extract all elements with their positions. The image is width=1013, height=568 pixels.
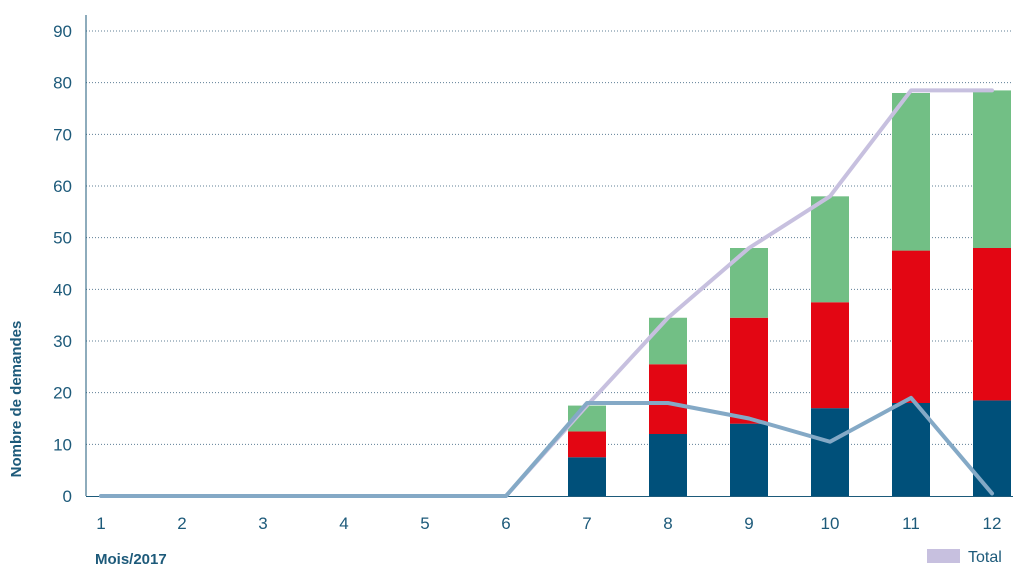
y-tick-label: 70: [53, 125, 72, 144]
x-tick-label: 2: [177, 514, 186, 533]
x-tick-label: 12: [983, 514, 1002, 533]
y-tick-label: 60: [53, 177, 72, 196]
bar-segment-3: [892, 93, 930, 251]
x-tick-label: 7: [582, 514, 591, 533]
bar-segment-1: [973, 400, 1011, 496]
legend-swatch-total: [927, 549, 960, 563]
y-tick-label: 10: [53, 435, 72, 454]
bar-segment-3: [973, 90, 1011, 249]
y-tick-label: 50: [53, 229, 72, 248]
bar-segment-2: [973, 248, 1011, 401]
x-tick-label: 1: [96, 514, 105, 533]
bar-segment-2: [649, 364, 687, 434]
x-tick-label: 6: [501, 514, 510, 533]
x-axis-ticks: 1 2 3 4 5 6 7 8 9 10 11 12: [96, 514, 1001, 533]
y-tick-label: 40: [53, 280, 72, 299]
y-tick-label: 30: [53, 332, 72, 351]
series-lines: [99, 88, 994, 498]
y-tick-label: 80: [53, 74, 72, 93]
x-tick-label: 5: [420, 514, 429, 533]
y-tick-label: 20: [53, 384, 72, 403]
bar-segment-2: [730, 317, 768, 424]
x-tick-label: 11: [902, 514, 920, 533]
bar-segment-1: [568, 457, 606, 496]
legend: Total: [927, 549, 1002, 566]
bar-segment-1: [811, 408, 849, 496]
bar-segment-1: [730, 423, 768, 496]
series-line-total: [99, 88, 994, 498]
y-axis-title: Nombre de demandes: [8, 321, 25, 478]
legend-label-total: Total: [968, 549, 1002, 566]
bar-segment-1: [649, 434, 687, 496]
x-tick-label: 10: [821, 514, 840, 533]
y-axis-ticks: 0 10 20 30 40 50 60 70 80 90: [53, 22, 72, 506]
bar-segment-2: [568, 431, 606, 458]
bar-segment-1: [892, 403, 930, 496]
bar-segment-3: [811, 196, 849, 303]
x-tick-label: 8: [663, 514, 672, 533]
bar-segment-3: [649, 317, 687, 365]
gridlines: [86, 30, 1013, 497]
x-tick-label: 9: [744, 514, 753, 533]
x-tick-label: 3: [258, 514, 267, 533]
y-tick-label: 0: [63, 487, 72, 506]
series-line-2: [99, 395, 994, 498]
y-tick-label: 90: [53, 22, 72, 41]
bar-segment-2: [811, 302, 849, 409]
bar-segment-2: [892, 250, 930, 403]
x-tick-label: 4: [339, 514, 348, 533]
bars: [568, 90, 1011, 496]
x-axis-title: Mois/2017: [95, 551, 167, 568]
